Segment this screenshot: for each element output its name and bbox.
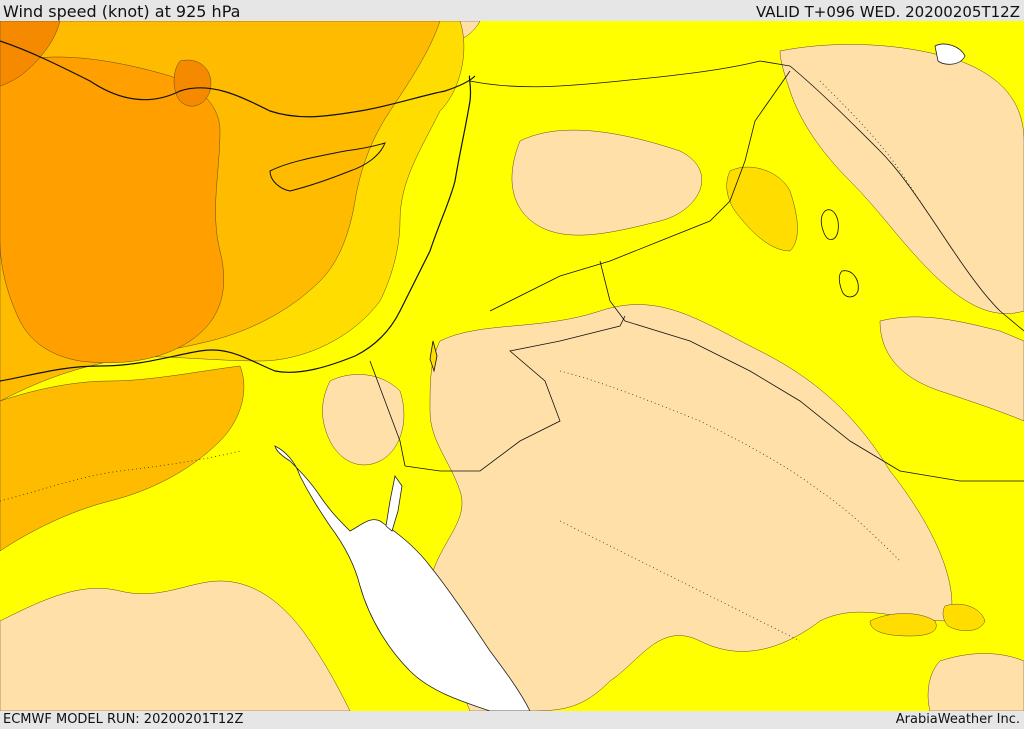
province-boundary-4 <box>819 80 961 262</box>
border-egypt-israel <box>369 360 406 467</box>
wind-band-light-iraq <box>779 44 1024 314</box>
footer-bar: ECMWF MODEL RUN: 20200201T12Z ArabiaWeat… <box>0 711 1024 729</box>
border-jordan-iraq <box>599 260 626 322</box>
cyprus-outline <box>269 142 386 192</box>
wind-band-light-east <box>879 316 1024 422</box>
wind-map <box>0 21 1024 711</box>
border-turkey-syria <box>469 60 791 88</box>
dead-sea <box>429 340 438 373</box>
border-iraq-iran <box>789 65 1024 332</box>
wind-band-light-south-east <box>927 653 1024 711</box>
lake-tharthar <box>820 209 839 240</box>
model-run: ECMWF MODEL RUN: 20200201T12Z <box>3 712 244 727</box>
valid-time: VALID T+096 WED. 20200205T12Z <box>755 3 1020 21</box>
map-title: Wind speed (knot) at 925 hPa <box>3 2 241 21</box>
border-jordan-saudi <box>404 315 626 472</box>
province-boundary-3 <box>559 520 801 642</box>
red-sea <box>274 445 531 711</box>
province-boundary-2 <box>0 450 241 502</box>
wind-band-dark-orange-2 <box>173 59 212 107</box>
wind-band-gold-south <box>869 613 937 637</box>
wind-band-light-egypt <box>0 580 351 711</box>
lake-razazza <box>838 270 859 298</box>
border-syria-iraq <box>489 70 791 312</box>
wind-band-dark-orange <box>0 21 61 87</box>
wind-band-light-arabia <box>427 304 953 711</box>
wind-band-light-syria <box>511 129 702 236</box>
gulf-of-aqaba <box>385 475 403 532</box>
header-bar: Wind speed (knot) at 925 hPa VALID T+096… <box>0 0 1024 21</box>
mediterranean-coast <box>0 75 472 382</box>
credit: ArabiaWeather Inc. <box>895 712 1020 727</box>
caspian-edge <box>934 43 966 65</box>
border-iraq-saudi <box>624 320 1024 482</box>
turkey-coast <box>0 40 476 118</box>
wind-band-gold-south-2 <box>942 603 986 631</box>
